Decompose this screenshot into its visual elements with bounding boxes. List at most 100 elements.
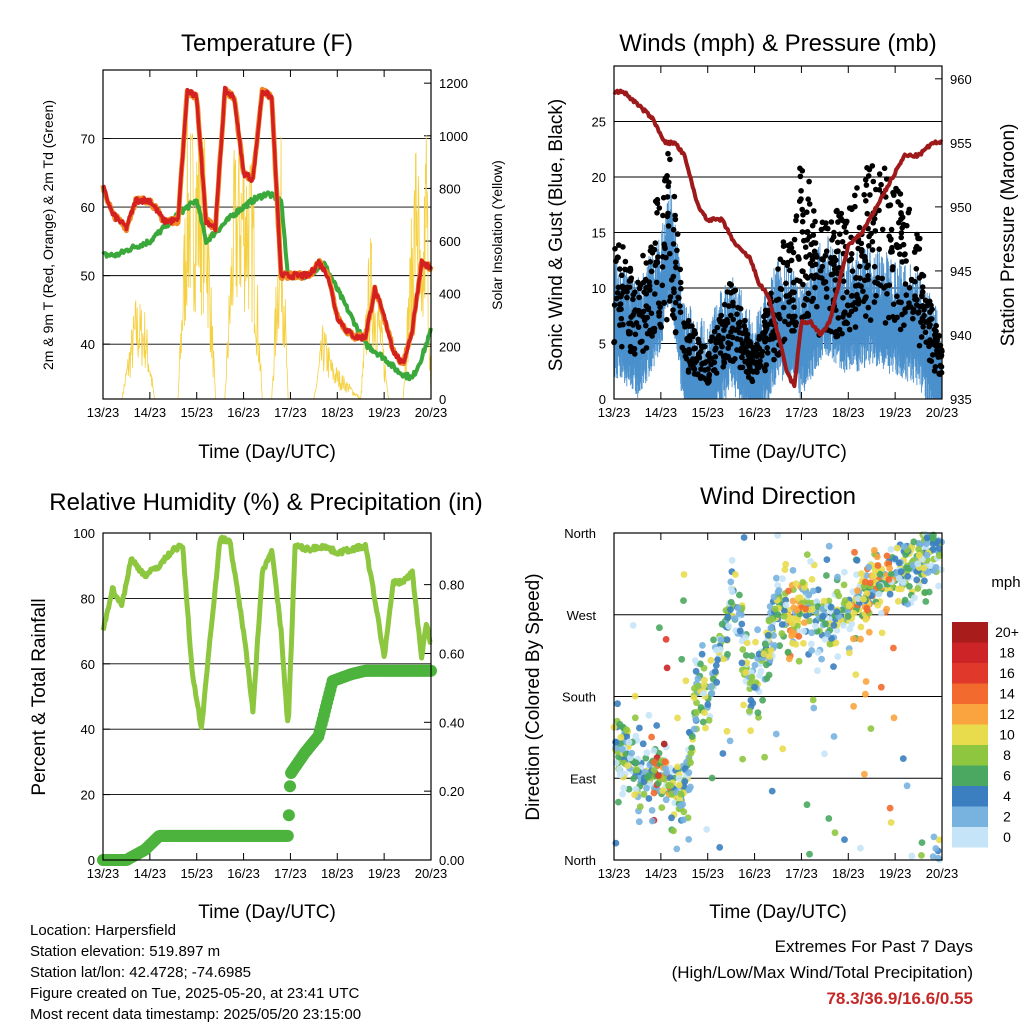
gust-point <box>697 348 704 355</box>
gust-point <box>737 364 743 371</box>
gust-point <box>674 247 680 254</box>
gust-point <box>876 246 882 252</box>
gust-point <box>702 367 708 373</box>
gust-point <box>839 239 846 245</box>
direction-point <box>799 579 807 586</box>
gust-point <box>917 303 923 310</box>
direction-point <box>650 789 658 797</box>
gust-point <box>808 273 815 279</box>
direction-point <box>810 704 818 712</box>
direction-point <box>824 630 832 638</box>
station-location: Location: Harpersfield <box>30 922 176 939</box>
gust-point <box>706 350 712 357</box>
direction-point <box>923 540 930 547</box>
direction-point <box>845 602 853 610</box>
direction-point <box>716 844 724 851</box>
gust-point <box>756 333 763 340</box>
direction-point <box>772 730 780 738</box>
x-tick-label: 13/23 <box>598 405 631 420</box>
gust-point <box>633 320 640 326</box>
gust-point <box>730 288 737 295</box>
gust-point <box>810 232 817 238</box>
y2-tick-label: 200 <box>439 339 461 354</box>
gust-point <box>712 367 718 374</box>
direction-point <box>640 790 648 798</box>
gust-point <box>672 259 679 266</box>
gust-point <box>839 330 845 337</box>
direction-point <box>629 622 637 629</box>
direction-point <box>863 590 871 597</box>
gust-point <box>677 303 683 309</box>
gust-point <box>804 209 810 215</box>
gust-point <box>855 295 861 302</box>
gust-point <box>640 252 646 259</box>
direction-point <box>851 548 858 556</box>
x-tick-label: 15/23 <box>691 866 724 881</box>
direction-point <box>900 543 908 550</box>
direction-point <box>857 635 864 643</box>
direction-point <box>883 605 891 613</box>
direction-point <box>747 727 754 735</box>
gust-point <box>618 272 625 279</box>
direction-point <box>908 852 916 860</box>
gust-point <box>722 352 729 359</box>
direction-point <box>835 592 843 600</box>
direction-point <box>825 597 833 605</box>
direction-point <box>776 642 783 650</box>
direction-point <box>785 655 793 663</box>
direction-point <box>886 590 894 598</box>
gust-point <box>771 356 777 363</box>
x-tick-label: 20/23 <box>926 405 959 420</box>
gust-point <box>671 289 677 296</box>
direction-point <box>878 629 886 637</box>
gust-point <box>922 329 929 336</box>
gust-point <box>615 284 622 291</box>
direction-point <box>723 636 731 644</box>
direction-point <box>701 676 708 684</box>
gust-point <box>805 290 812 297</box>
y-tick-label: 40 <box>81 722 95 737</box>
direction-point <box>759 696 766 704</box>
gust-point <box>835 315 842 321</box>
direction-point <box>795 633 803 640</box>
direction-point <box>728 588 736 596</box>
gust-point <box>672 216 679 223</box>
gust-point <box>867 317 874 323</box>
direction-point <box>911 594 918 602</box>
direction-point <box>690 725 698 733</box>
gust-point <box>921 307 927 313</box>
gust-point <box>762 307 769 314</box>
gust-point <box>817 267 824 274</box>
direction-point <box>860 595 867 603</box>
direction-point <box>763 661 770 669</box>
direction-point <box>807 558 814 565</box>
direction-point <box>761 640 769 648</box>
gust-point <box>648 244 654 250</box>
gust-point <box>867 192 873 198</box>
gust-point <box>656 309 662 316</box>
y2-tick-label: 935 <box>950 392 972 407</box>
y-tick-label: East <box>570 771 596 786</box>
gust-point <box>635 324 642 330</box>
gust-point <box>863 198 869 204</box>
gust-point <box>864 210 871 217</box>
gust-point <box>718 312 725 319</box>
legend-label: 8 <box>1003 747 1011 763</box>
y-tick-label: 0 <box>88 853 95 868</box>
gust-point <box>926 298 933 305</box>
gust-point <box>833 333 839 340</box>
direction-point <box>707 656 715 664</box>
x-tick-label: 16/23 <box>227 866 260 881</box>
direction-point <box>890 644 897 652</box>
direction-point <box>714 656 721 664</box>
direction-point <box>774 611 782 618</box>
direction-point <box>873 553 881 561</box>
direction-point <box>930 833 938 841</box>
direction-point <box>738 620 746 628</box>
gust-point <box>647 330 653 337</box>
gust-point <box>667 250 673 257</box>
gust-point <box>678 285 684 292</box>
direction-point <box>921 577 928 585</box>
pressure-series <box>612 88 944 389</box>
gust-point <box>835 239 841 246</box>
